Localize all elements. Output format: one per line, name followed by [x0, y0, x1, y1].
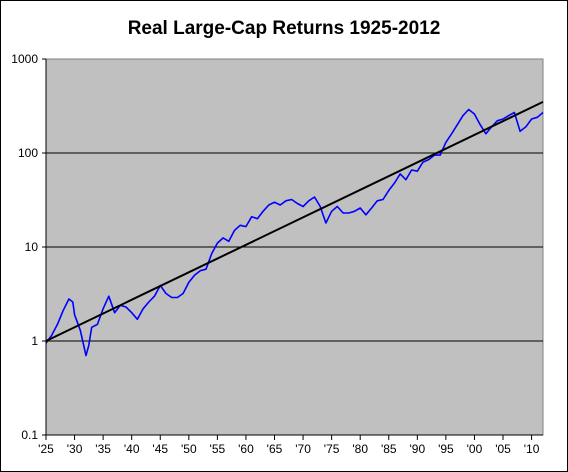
y-tick-label: 1000: [11, 52, 38, 66]
x-tick-label: '85: [381, 442, 397, 456]
x-tick-label: '80: [352, 442, 368, 456]
x-tick-label: '90: [410, 442, 426, 456]
x-tick-label: '75: [324, 442, 340, 456]
x-tick-label: '00: [467, 442, 483, 456]
x-tick-labels: '25 '30 '35 '40 '45 '50 '55 '60 '65 '70 '75 '80 '85 '…: [38, 435, 540, 456]
series-layer: [45, 100, 544, 357]
x-tick-label: '30: [67, 442, 83, 456]
x-tick-label: '05: [495, 442, 511, 456]
y-tick-label: 100: [18, 146, 38, 160]
x-tick-label: '50: [181, 442, 197, 456]
y-tick-labels: 0.1 1 10 100 1000: [11, 52, 46, 442]
x-tick-label: '10: [524, 442, 540, 456]
x-tick-label: '70: [295, 442, 311, 456]
x-tick-label: '95: [438, 442, 454, 456]
chart-title: Real Large-Cap Returns 1925-2012: [127, 18, 441, 39]
x-tick-label: '55: [210, 442, 226, 456]
trend-line: [45, 100, 544, 342]
x-tick-label: '60: [238, 442, 254, 456]
grid-lines: [46, 152, 543, 342]
y-tick-label: 10: [25, 240, 39, 254]
x-tick-label: '25: [38, 442, 54, 456]
x-tick-label: '45: [152, 442, 168, 456]
x-tick-label: '40: [124, 442, 140, 456]
y-tick-label: 0.1: [21, 428, 38, 442]
y-tick-label: 1: [31, 334, 38, 348]
x-tick-label: '65: [267, 442, 283, 456]
x-tick-label: '35: [95, 442, 111, 456]
